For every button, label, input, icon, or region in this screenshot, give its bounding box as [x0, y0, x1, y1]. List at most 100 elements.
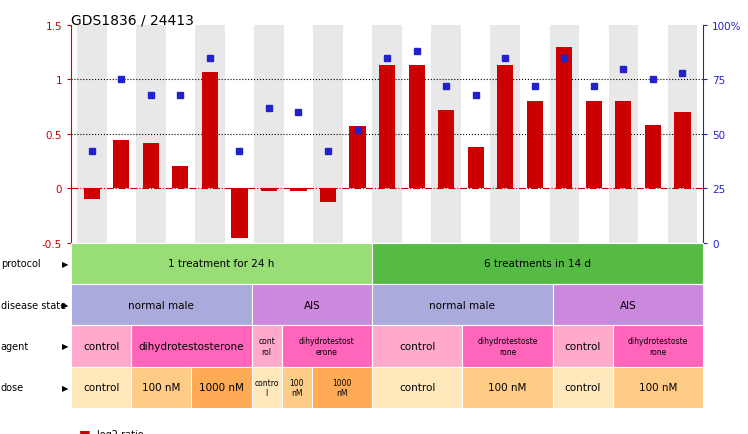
Bar	[520, 26, 550, 243]
Bar	[113, 141, 129, 189]
Bar	[251, 284, 372, 326]
Bar	[282, 326, 372, 367]
Bar	[372, 326, 462, 367]
Bar	[224, 26, 254, 243]
Text: control: control	[399, 382, 435, 392]
Text: contro
l: contro l	[254, 378, 279, 397]
Bar	[553, 326, 613, 367]
Bar	[372, 367, 462, 408]
Text: dihydrotestosterone: dihydrotestosterone	[138, 341, 244, 351]
Bar	[373, 26, 402, 243]
Bar	[312, 367, 372, 408]
Text: control: control	[83, 341, 120, 351]
Text: control: control	[565, 341, 601, 351]
Text: AIS: AIS	[619, 300, 637, 310]
Bar	[191, 367, 251, 408]
Bar	[165, 26, 195, 243]
Bar	[616, 102, 631, 189]
Text: disease state: disease state	[1, 300, 66, 310]
Bar	[106, 26, 136, 243]
Text: agent: agent	[1, 341, 29, 351]
Text: 100 nM: 100 nM	[639, 382, 677, 392]
Bar	[290, 189, 307, 192]
Bar	[527, 102, 543, 189]
Bar	[372, 284, 553, 326]
Bar	[320, 189, 336, 203]
Text: 1000 nM: 1000 nM	[199, 382, 244, 392]
Text: ▶: ▶	[62, 300, 68, 309]
Text: dihydrotestost
erone: dihydrotestost erone	[299, 336, 355, 356]
Text: ■: ■	[79, 427, 91, 434]
Bar	[432, 26, 461, 243]
Bar	[579, 26, 609, 243]
Bar	[675, 113, 690, 189]
Bar	[172, 167, 188, 189]
Text: dihydrotestoste
rone: dihydrotestoste rone	[477, 336, 538, 356]
Text: GDS1836 / 24413: GDS1836 / 24413	[71, 13, 194, 27]
Text: normal male: normal male	[129, 300, 194, 310]
Bar	[379, 66, 395, 189]
Text: control: control	[565, 382, 601, 392]
Text: dihydrotestoste
rone: dihydrotestoste rone	[628, 336, 688, 356]
Bar	[586, 102, 602, 189]
Bar	[349, 127, 366, 189]
Bar	[613, 367, 703, 408]
Bar	[372, 243, 703, 284]
Bar	[557, 48, 572, 189]
Text: 100 nM: 100 nM	[488, 382, 527, 392]
Bar	[609, 26, 638, 243]
Bar	[283, 26, 313, 243]
Bar	[408, 66, 425, 189]
Bar	[553, 284, 703, 326]
Text: 100
nM: 100 nM	[289, 378, 304, 397]
Text: ▶: ▶	[62, 259, 68, 268]
Text: control: control	[83, 382, 120, 392]
Text: cont
rol: cont rol	[258, 336, 275, 356]
Bar	[553, 367, 613, 408]
Text: ▶: ▶	[62, 342, 68, 351]
Bar	[131, 367, 191, 408]
Bar	[77, 26, 106, 243]
Text: 100 nM: 100 nM	[142, 382, 180, 392]
Bar	[136, 26, 165, 243]
Bar	[462, 326, 553, 367]
Bar	[282, 367, 312, 408]
Text: ▶: ▶	[62, 383, 68, 392]
Bar	[343, 26, 373, 243]
Bar	[195, 26, 224, 243]
Bar	[402, 26, 432, 243]
Text: 6 treatments in 14 d: 6 treatments in 14 d	[484, 259, 591, 269]
Bar	[261, 189, 277, 192]
Bar	[438, 111, 454, 189]
Text: 1000
nM: 1000 nM	[332, 378, 352, 397]
Text: normal male: normal male	[429, 300, 495, 310]
Bar	[550, 26, 579, 243]
Bar	[251, 367, 282, 408]
Bar	[71, 326, 131, 367]
Bar	[668, 26, 697, 243]
Bar	[231, 189, 248, 239]
Bar	[313, 26, 343, 243]
Bar	[251, 326, 282, 367]
Bar	[461, 26, 491, 243]
Bar	[71, 243, 372, 284]
Bar	[143, 143, 159, 189]
Bar	[131, 326, 251, 367]
Text: AIS: AIS	[304, 300, 320, 310]
Text: log2 ratio: log2 ratio	[97, 429, 144, 434]
Bar	[613, 326, 703, 367]
Bar	[645, 126, 661, 189]
Bar	[491, 26, 520, 243]
Bar	[84, 189, 99, 200]
Bar	[202, 72, 218, 189]
Bar	[468, 148, 484, 189]
Text: control: control	[399, 341, 435, 351]
Text: protocol: protocol	[1, 259, 40, 269]
Bar	[71, 284, 251, 326]
Bar	[254, 26, 283, 243]
Bar	[71, 367, 131, 408]
Bar	[462, 367, 553, 408]
Text: 1 treatment for 24 h: 1 treatment for 24 h	[168, 259, 275, 269]
Bar	[497, 66, 513, 189]
Text: dose: dose	[1, 382, 24, 392]
